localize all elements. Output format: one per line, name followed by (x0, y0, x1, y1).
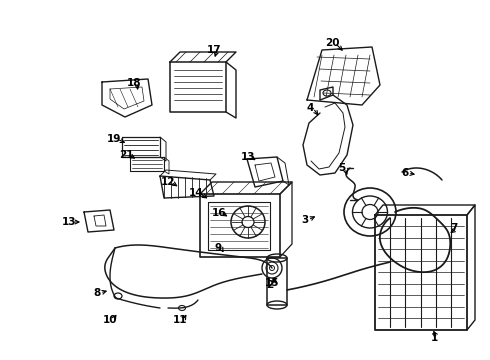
Text: 16: 16 (212, 208, 226, 218)
Text: 21: 21 (119, 150, 133, 160)
Text: 15: 15 (265, 278, 279, 288)
Text: 14: 14 (189, 188, 203, 198)
Text: 11: 11 (173, 315, 187, 325)
Text: 12: 12 (161, 177, 175, 187)
Text: 17: 17 (207, 45, 221, 55)
Text: 19: 19 (107, 134, 121, 144)
Text: 13: 13 (241, 152, 255, 162)
Text: 3: 3 (301, 215, 309, 225)
Text: 13: 13 (62, 217, 76, 227)
Text: 10: 10 (103, 315, 117, 325)
Text: 18: 18 (127, 78, 141, 88)
Text: 5: 5 (339, 163, 345, 173)
Text: 7: 7 (450, 223, 458, 233)
Text: 9: 9 (215, 243, 221, 253)
Text: 6: 6 (401, 168, 409, 178)
Text: 8: 8 (94, 288, 100, 298)
Text: 1: 1 (430, 333, 438, 343)
Text: 4: 4 (306, 103, 314, 113)
Text: 20: 20 (325, 38, 339, 48)
Text: 2: 2 (267, 280, 273, 290)
